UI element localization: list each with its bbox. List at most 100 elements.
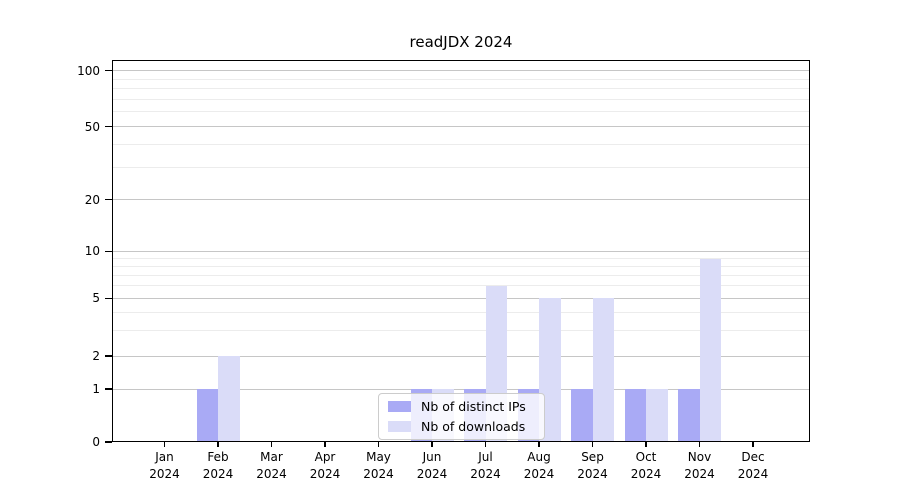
y-tick-mark [105,125,112,128]
x-tick-month: Jun [422,450,442,464]
y-tick-mark [105,297,112,300]
y-tick-mark [105,388,112,390]
legend-item-downloads: Nb of downloads [388,419,535,434]
x-tick-year: 2024 [523,466,555,481]
x-tick-mark [698,442,701,447]
legend-swatch-downloads-icon [388,421,411,432]
x-tick-label: Jun 2024 [400,449,464,483]
x-tick-month: Feb [207,450,229,464]
x-tick-label: Aug 2024 [507,449,571,483]
x-tick-month: May [366,450,391,464]
gridline-major [112,199,810,200]
bar-downloads [646,389,668,442]
gridline-minor [112,258,810,260]
x-tick-month: Oct [635,450,657,464]
y-tick-mark [105,69,112,72]
gridline-major [112,297,810,299]
gridline-minor [112,78,810,80]
x-tick-mark [431,442,433,447]
plot-area: Nb of distinct IPs Nb of downloads [112,60,810,442]
x-tick-label: Apr 2024 [293,449,357,483]
chart-title: readJDX 2024 [409,33,513,51]
gridline-minor [112,143,810,145]
y-tick-label: 100 [77,63,100,78]
x-tick-mark [163,442,166,447]
x-tick-year: 2024 [416,466,448,481]
x-tick-month: Aug [527,450,551,464]
gridline-major [112,126,810,127]
x-tick-mark [591,442,594,447]
x-tick-year: 2024 [577,466,608,481]
x-tick-mark [645,442,647,447]
x-tick-year: 2024 [470,466,501,481]
x-tick-mark [324,442,326,447]
bar-distinct-ips [624,389,646,442]
y-tick-label: 5 [92,291,100,306]
gridline-major [112,250,810,252]
x-tick-mark [538,442,540,447]
x-tick-month: Dec [741,450,765,464]
gridline-minor [112,329,810,331]
gridline-minor [112,88,810,90]
gridline-major [112,355,810,357]
gridline-minor [112,275,810,277]
x-tick-year: 2024 [309,466,341,481]
gridline-minor [112,166,810,168]
legend-swatch-distinct-ips-icon [388,401,411,412]
x-tick-year: 2024 [256,466,287,481]
x-tick-label: Dec 2024 [721,449,785,483]
bar-distinct-ips [196,389,218,442]
x-tick-month: Apr [314,450,336,464]
x-tick-year: 2024 [684,466,715,481]
legend-item-distinct-ips: Nb of distinct IPs [388,399,535,414]
legend: Nb of distinct IPs Nb of downloads [378,393,545,440]
x-tick-label: Nov 2024 [668,449,732,483]
y-tick-mark [105,250,112,253]
gridline-minor [112,98,810,100]
x-tick-year: 2024 [630,466,662,481]
y-tick-mark [105,355,112,357]
gridline-major [112,70,810,71]
x-tick-label: Oct 2024 [614,449,678,483]
bar-downloads [592,298,614,442]
x-tick-month: Nov [687,450,712,464]
x-tick-year: 2024 [737,466,769,481]
bar-distinct-ips [678,389,700,442]
x-tick-year: 2024 [363,466,394,481]
x-tick-label: Feb 2024 [186,449,250,483]
y-tick-label: 2 [92,349,100,363]
x-tick-month: Jul [478,450,493,464]
y-tick-label: 50 [84,119,100,134]
x-tick-month: Sep [581,450,604,464]
y-tick-mark [105,441,112,443]
x-tick-label: Jul 2024 [454,449,518,483]
gridline-minor [112,111,810,113]
y-tick-mark [105,198,112,201]
x-tick-label: May 2024 [347,449,411,483]
x-tick-month: Mar [260,450,283,464]
x-tick-month: Jan [155,450,174,464]
gridline-major [112,388,810,390]
gridline-minor [112,266,810,268]
x-tick-label: Mar 2024 [240,449,304,483]
bar-downloads [699,258,721,442]
bar-downloads [218,356,240,442]
x-tick-mark [217,442,219,447]
x-tick-mark [377,442,380,447]
gridline-minor [112,285,810,287]
x-tick-year: 2024 [202,466,234,481]
legend-label-downloads: Nb of downloads [421,419,526,434]
bar-distinct-ips [571,389,593,442]
x-tick-mark [484,442,487,447]
x-tick-label: Sep 2024 [561,449,625,483]
x-tick-label: Jan 2024 [133,449,197,483]
bars-layer [112,60,810,442]
y-tick-label: 1 [92,382,100,397]
legend-label-distinct-ips: Nb of distinct IPs [421,399,526,414]
x-tick-mark [270,442,273,447]
x-tick-mark [752,442,754,447]
gridline-minor [112,311,810,313]
y-tick-label: 20 [84,192,100,207]
y-tick-label: 10 [84,244,100,259]
